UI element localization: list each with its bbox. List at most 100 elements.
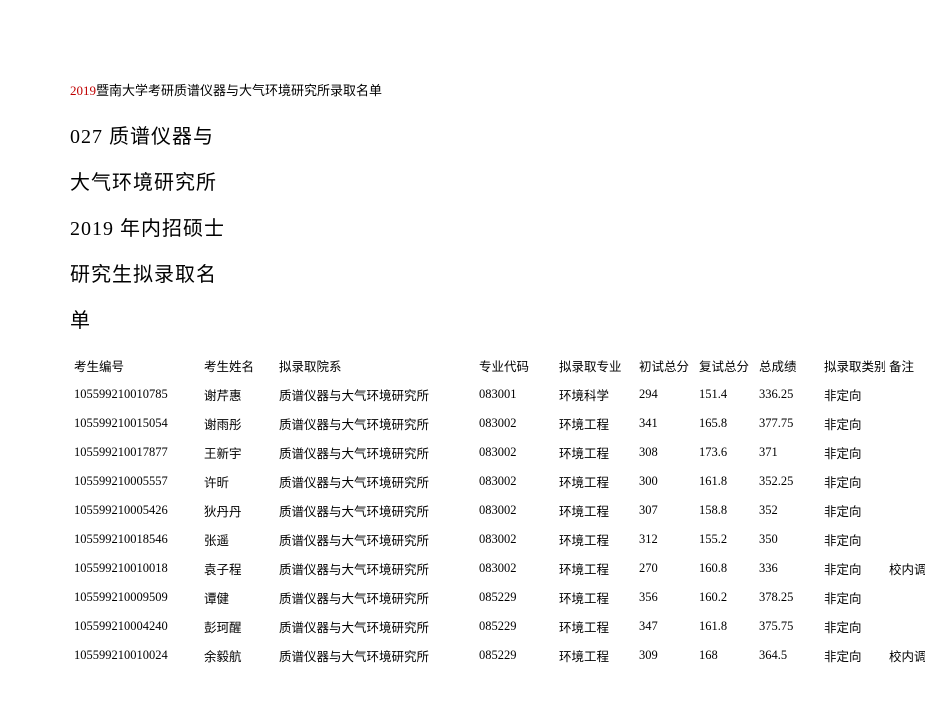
cell-score1: 356 — [635, 583, 695, 612]
cell-major: 环境工程 — [555, 525, 635, 554]
cell-name: 谭健 — [200, 583, 275, 612]
cell-total: 375.75 — [755, 612, 820, 641]
table-row: 105599210010785谢芹惠质谱仪器与大气环境研究所083001环境科学… — [70, 380, 925, 409]
cell-name: 许昕 — [200, 467, 275, 496]
cell-note — [885, 467, 925, 496]
table-row: 105599210009509谭健质谱仪器与大气环境研究所085229环境工程3… — [70, 583, 925, 612]
cell-note: 校内调 — [885, 554, 925, 583]
cell-score1: 312 — [635, 525, 695, 554]
cell-major: 环境工程 — [555, 583, 635, 612]
cell-majorcode: 085229 — [475, 641, 555, 670]
cell-type: 非定向 — [820, 554, 885, 583]
col-header-dept: 拟录取院系 — [275, 351, 475, 380]
cell-dept: 质谱仪器与大气环境研究所 — [275, 612, 475, 641]
cell-dept: 质谱仪器与大气环境研究所 — [275, 496, 475, 525]
cell-major: 环境工程 — [555, 554, 635, 583]
cell-note — [885, 409, 925, 438]
cell-type: 非定向 — [820, 525, 885, 554]
cell-type: 非定向 — [820, 612, 885, 641]
subtitle-line-3: 2019 年内招硕士 — [70, 209, 875, 249]
table-body: 105599210010785谢芹惠质谱仪器与大气环境研究所083001环境科学… — [70, 380, 925, 670]
cell-id: 105599210018546 — [70, 525, 200, 554]
cell-score2: 168 — [695, 641, 755, 670]
cell-score1: 270 — [635, 554, 695, 583]
cell-type: 非定向 — [820, 583, 885, 612]
cell-type: 非定向 — [820, 409, 885, 438]
cell-name: 王新宇 — [200, 438, 275, 467]
cell-majorcode: 083002 — [475, 467, 555, 496]
cell-type: 非定向 — [820, 467, 885, 496]
cell-total: 352.25 — [755, 467, 820, 496]
col-header-type: 拟录取类别 — [820, 351, 885, 380]
cell-dept: 质谱仪器与大气环境研究所 — [275, 554, 475, 583]
cell-majorcode: 083002 — [475, 554, 555, 583]
subtitle-block: 027 质谱仪器与 大气环境研究所 2019 年内招硕士 研究生拟录取名 单 — [70, 117, 875, 341]
cell-majorcode: 083002 — [475, 409, 555, 438]
cell-major: 环境工程 — [555, 641, 635, 670]
cell-score2: 158.8 — [695, 496, 755, 525]
table-header-row: 考生编号 考生姓名 拟录取院系 专业代码 拟录取专业 初试总分 复试总分 总成绩… — [70, 351, 925, 380]
col-header-major: 拟录取专业 — [555, 351, 635, 380]
cell-type: 非定向 — [820, 380, 885, 409]
cell-majorcode: 085229 — [475, 583, 555, 612]
subtitle-line-5: 单 — [70, 301, 875, 341]
cell-id: 105599210015054 — [70, 409, 200, 438]
cell-dept: 质谱仪器与大气环境研究所 — [275, 641, 475, 670]
cell-majorcode: 085229 — [475, 612, 555, 641]
cell-id: 105599210005426 — [70, 496, 200, 525]
cell-name: 狄丹丹 — [200, 496, 275, 525]
cell-name: 余毅航 — [200, 641, 275, 670]
col-header-total: 总成绩 — [755, 351, 820, 380]
cell-type: 非定向 — [820, 496, 885, 525]
cell-major: 环境工程 — [555, 438, 635, 467]
cell-dept: 质谱仪器与大气环境研究所 — [275, 380, 475, 409]
cell-score2: 160.8 — [695, 554, 755, 583]
cell-score1: 309 — [635, 641, 695, 670]
cell-id: 105599210010785 — [70, 380, 200, 409]
subtitle-line-1: 027 质谱仪器与 — [70, 117, 875, 157]
table-row: 105599210015054谢雨彤质谱仪器与大气环境研究所083002环境工程… — [70, 409, 925, 438]
cell-name: 张遥 — [200, 525, 275, 554]
cell-majorcode: 083001 — [475, 380, 555, 409]
cell-dept: 质谱仪器与大气环境研究所 — [275, 525, 475, 554]
cell-score1: 347 — [635, 612, 695, 641]
cell-total: 336.25 — [755, 380, 820, 409]
cell-score2: 161.8 — [695, 612, 755, 641]
cell-note — [885, 380, 925, 409]
cell-score2: 173.6 — [695, 438, 755, 467]
cell-score2: 155.2 — [695, 525, 755, 554]
cell-total: 377.75 — [755, 409, 820, 438]
cell-dept: 质谱仪器与大气环境研究所 — [275, 467, 475, 496]
col-header-id: 考生编号 — [70, 351, 200, 380]
header-title: 暨南大学考研质谱仪器与大气环境研究所录取名单 — [96, 83, 382, 98]
col-header-score2: 复试总分 — [695, 351, 755, 380]
cell-id: 105599210010024 — [70, 641, 200, 670]
cell-id: 105599210017877 — [70, 438, 200, 467]
subtitle-line-4: 研究生拟录取名 — [70, 255, 875, 295]
cell-note — [885, 583, 925, 612]
cell-major: 环境科学 — [555, 380, 635, 409]
cell-note — [885, 525, 925, 554]
cell-score2: 161.8 — [695, 467, 755, 496]
cell-score1: 341 — [635, 409, 695, 438]
table-row: 105599210004240彭珂醒质谱仪器与大气环境研究所085229环境工程… — [70, 612, 925, 641]
table-row: 105599210018546张遥质谱仪器与大气环境研究所083002环境工程3… — [70, 525, 925, 554]
cell-majorcode: 083002 — [475, 525, 555, 554]
cell-note — [885, 612, 925, 641]
subtitle-line-2: 大气环境研究所 — [70, 163, 875, 203]
cell-score1: 307 — [635, 496, 695, 525]
cell-id: 105599210009509 — [70, 583, 200, 612]
cell-name: 彭珂醒 — [200, 612, 275, 641]
cell-name: 谢雨彤 — [200, 409, 275, 438]
cell-id: 105599210005557 — [70, 467, 200, 496]
table-row: 105599210017877王新宇质谱仪器与大气环境研究所083002环境工程… — [70, 438, 925, 467]
cell-majorcode: 083002 — [475, 496, 555, 525]
page-header: 2019暨南大学考研质谱仪器与大气环境研究所录取名单 — [70, 80, 875, 99]
cell-name: 谢芹惠 — [200, 380, 275, 409]
cell-majorcode: 083002 — [475, 438, 555, 467]
cell-dept: 质谱仪器与大气环境研究所 — [275, 438, 475, 467]
cell-major: 环境工程 — [555, 496, 635, 525]
cell-total: 378.25 — [755, 583, 820, 612]
cell-note — [885, 496, 925, 525]
table-row: 105599210005426狄丹丹质谱仪器与大气环境研究所083002环境工程… — [70, 496, 925, 525]
